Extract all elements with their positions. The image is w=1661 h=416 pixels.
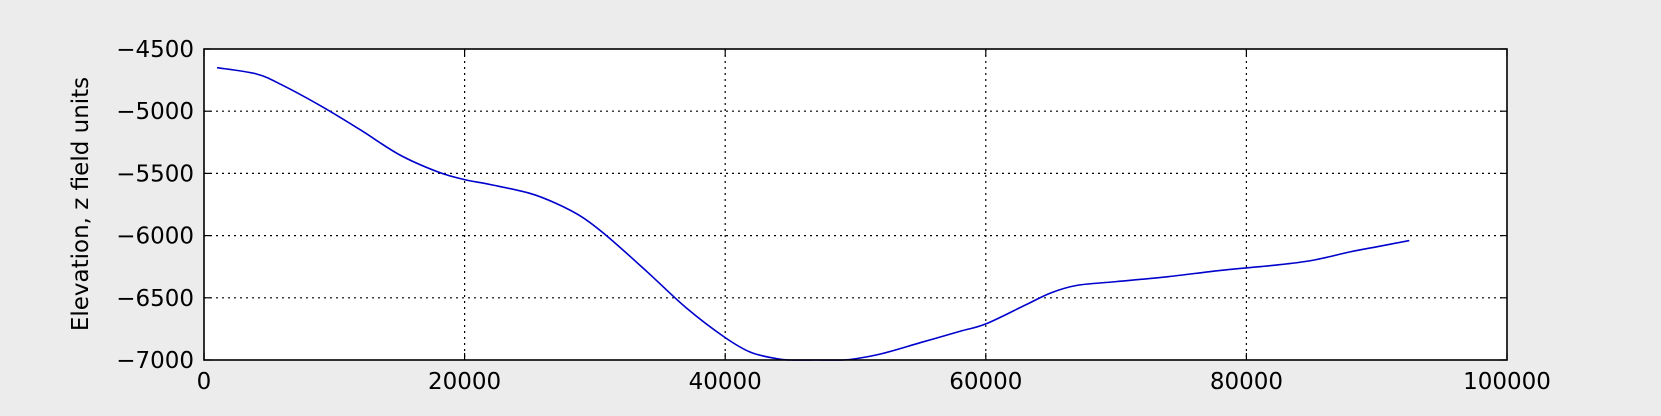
- plot-area: [204, 49, 1507, 360]
- x-tick-label: 60000: [949, 369, 1022, 395]
- plot-frame: [203, 48, 1508, 361]
- y-tick-label: −6000: [116, 224, 194, 250]
- y-tick-label: −5500: [116, 161, 194, 187]
- x-tick-label: 20000: [428, 369, 501, 395]
- x-tick-label: 0: [197, 369, 212, 395]
- grid-lines: [204, 49, 1507, 360]
- tick-marks: [203, 48, 1508, 361]
- y-tick-label: −6500: [116, 286, 194, 312]
- y-axis-label: Elevation, z field units: [68, 77, 94, 331]
- x-tick-label: 100000: [1463, 369, 1551, 395]
- y-tick-label: −5000: [116, 99, 194, 125]
- x-tick-label: 40000: [689, 369, 762, 395]
- y-tick-labels: −4500 −5000 −5500 −6000 −6500 −7000: [116, 37, 194, 374]
- y-tick-label: −4500: [116, 37, 194, 63]
- x-tick-labels: 0 20000 40000 60000 80000 100000: [197, 369, 1551, 395]
- y-tick-label: −7000: [116, 348, 194, 374]
- x-tick-label: 80000: [1210, 369, 1283, 395]
